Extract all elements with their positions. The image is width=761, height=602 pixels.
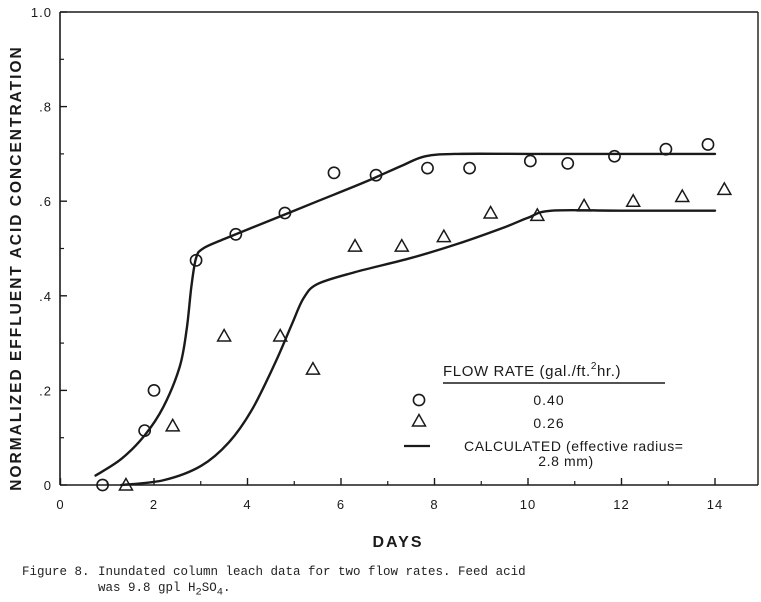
legend-circle-marker xyxy=(412,393,426,407)
legend-label-calculated-2: 2.8 mm) xyxy=(538,453,594,469)
figure-number: Figure 8. xyxy=(22,565,90,579)
data-point-triangle xyxy=(272,327,289,342)
data-point-circle xyxy=(523,154,537,168)
x-tick-label: 2 xyxy=(150,497,158,512)
y-tick-label: .2 xyxy=(39,383,52,398)
chart: 0 2 4 6 8 10 12 14 0 .2 .4 .6 .8 1.0 FLOW RATE (gal./… xyxy=(8,5,759,551)
calculated-curves xyxy=(94,152,717,487)
y-tick-label: .4 xyxy=(39,289,52,304)
plot-frame xyxy=(59,11,759,486)
y-tick-label: .6 xyxy=(39,194,52,209)
data-point-circle xyxy=(147,383,161,397)
y-tick-label: .8 xyxy=(39,100,52,115)
y-axis-label: NORMALIZED EFFLUENT ACID CONCENTRATION xyxy=(8,45,25,490)
x-tick-label: 14 xyxy=(707,497,723,512)
figure-caption: Figure 8. Inundated column leach data for… xyxy=(22,565,526,599)
legend-title: FLOW RATE (gal./ft.2hr.) xyxy=(443,361,621,380)
legend-label-026: 0.26 xyxy=(533,415,564,431)
data-point-circle xyxy=(138,424,152,438)
legend-label-040: 0.40 xyxy=(533,392,564,408)
legend-label-calculated: CALCULATED (effective radius= xyxy=(464,438,684,454)
y-tick-label: 0 xyxy=(44,478,52,493)
x-tick-label: 0 xyxy=(56,497,64,512)
data-point-circle xyxy=(189,253,203,267)
data-markers xyxy=(96,138,733,492)
data-point-triangle xyxy=(393,238,410,252)
data-point-circle xyxy=(327,166,341,180)
x-tick-label: 10 xyxy=(520,497,536,512)
data-point-circle xyxy=(561,156,575,170)
data-point-circle xyxy=(421,161,434,175)
data-point-triangle xyxy=(576,197,592,212)
data-point-triangle xyxy=(216,327,232,342)
x-tick-label: 6 xyxy=(337,497,345,512)
data-point-triangle xyxy=(347,238,363,252)
data-point-triangle xyxy=(625,193,641,207)
caption-line-1: Inundated column leach data for two flow… xyxy=(98,565,526,579)
data-point-triangle xyxy=(305,361,321,375)
legend-triangle-marker xyxy=(411,412,427,427)
data-point-circle xyxy=(659,142,673,156)
axis-ticks: 0 2 4 6 8 10 12 14 0 .2 .4 .6 .8 1.0 xyxy=(31,5,723,512)
data-point-triangle xyxy=(529,207,546,222)
y-tick-label: 1.0 xyxy=(31,5,52,20)
data-point-triangle xyxy=(436,228,452,243)
x-tick-label: 8 xyxy=(430,497,438,512)
data-point-triangle xyxy=(118,476,134,491)
legend: FLOW RATE (gal./ft.2hr.) 0.40 0.26 CALCULAT… xyxy=(404,361,684,469)
data-point-circle xyxy=(278,206,292,220)
data-point-circle xyxy=(608,149,621,163)
data-point-triangle xyxy=(164,417,181,432)
x-tick-label: 12 xyxy=(613,497,629,512)
data-point-triangle xyxy=(716,181,733,196)
data-point-triangle xyxy=(674,188,691,203)
data-point-circle xyxy=(229,227,243,241)
data-point-circle xyxy=(463,161,476,175)
data-point-circle xyxy=(96,478,109,492)
caption-line-2: was 9.8 gpl H xyxy=(98,581,196,595)
data-point-circle xyxy=(369,168,383,182)
data-point-circle xyxy=(701,138,715,151)
x-tick-label: 4 xyxy=(243,497,251,512)
x-axis-label: DAYS xyxy=(373,534,424,551)
data-point-triangle xyxy=(482,205,499,219)
calculated-curve xyxy=(94,152,717,477)
